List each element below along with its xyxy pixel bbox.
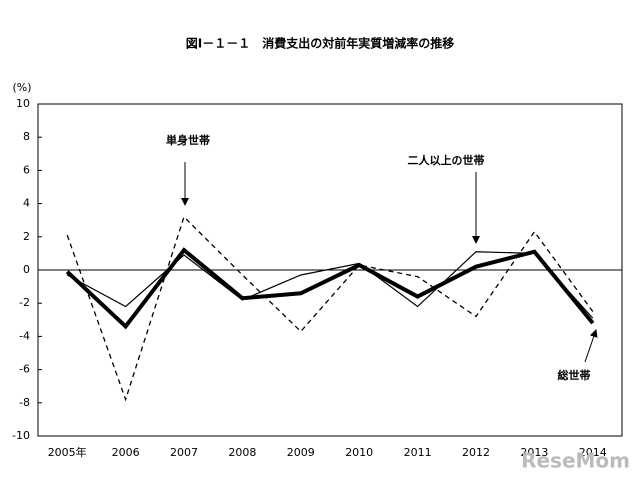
y-tick-label: 10 [16, 97, 30, 110]
series-line [66, 215, 594, 402]
annotation: 単身世帯 [166, 133, 210, 147]
series-line [65, 247, 595, 330]
y-tick-label: -6 [19, 363, 30, 376]
y-tick-label: -2 [19, 296, 30, 309]
y-tick-label: -8 [19, 396, 30, 409]
x-tick-label: 2007 [170, 446, 198, 459]
y-unit: (%) [12, 81, 31, 94]
x-tick-label: 2013 [520, 446, 548, 459]
x-tick-label: 2014 [579, 446, 607, 459]
x-tick-label: 2005年 [48, 445, 87, 459]
x-tick-label: 2008 [228, 446, 256, 459]
y-tick-label: 4 [23, 197, 30, 210]
watermark: ReseMom [521, 449, 630, 473]
chart-title: 図Ⅰ－１－１ 消費支出の対前年実質増減率の推移 [186, 36, 454, 51]
x-tick-label: 2011 [404, 446, 432, 459]
x-tick-label: 2012 [462, 446, 490, 459]
series-line [66, 251, 594, 319]
y-tick-label: -10 [12, 429, 30, 442]
x-tick-label: 2009 [287, 446, 315, 459]
x-tick-label: 2006 [112, 446, 140, 459]
annotation-arrow [584, 329, 598, 363]
x-tick-label: 2010 [345, 446, 373, 459]
annotation: 二人以上の世帯 [408, 153, 485, 167]
y-tick-label: 8 [23, 130, 30, 143]
y-tick-label: 6 [23, 163, 30, 176]
y-tick-label: 2 [23, 230, 30, 243]
y-tick-label: -4 [19, 329, 30, 342]
annotation: 総世帯 [558, 368, 591, 382]
y-tick-label: 0 [23, 263, 30, 276]
